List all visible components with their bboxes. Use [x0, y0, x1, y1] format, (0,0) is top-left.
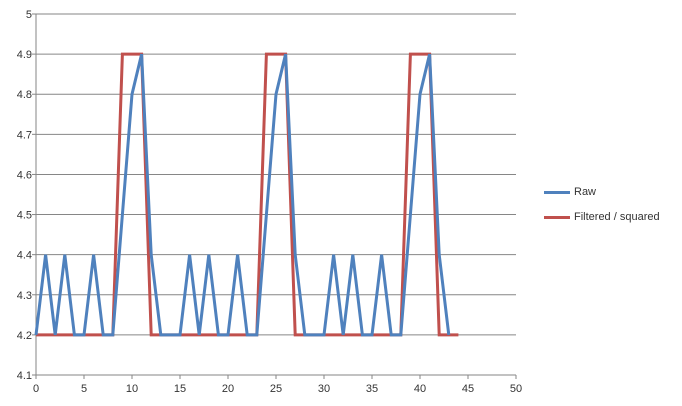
y-tick-label: 4.5 [17, 210, 32, 222]
x-tick-label: 0 [33, 383, 39, 395]
y-tick-label: 4.1 [17, 370, 32, 382]
legend-swatch-raw [544, 190, 570, 194]
y-tick-label: 4.6 [17, 169, 32, 181]
x-tick-label: 15 [174, 383, 186, 395]
x-tick-label: 40 [414, 383, 426, 395]
legend-label-raw: Raw [574, 186, 597, 198]
tick-labels: 4.14.24.34.44.54.64.74.84.950 5 10 15 20 25 30… [17, 9, 522, 395]
axes [32, 13, 517, 379]
y-tick-label: 4.9 [17, 49, 32, 61]
y-tick-label: 4.3 [17, 290, 32, 302]
x-tick-label: 20 [222, 383, 234, 395]
legend: Raw Filtered / squared [544, 182, 679, 232]
legend-label-filtered: Filtered / squared [574, 211, 660, 223]
series-lines [34, 52, 459, 337]
y-tick-label: 5 [26, 9, 32, 21]
legend-item-filtered: Filtered / squared [544, 207, 679, 227]
x-tick-label: 35 [366, 383, 378, 395]
legend-item-raw: Raw [544, 182, 679, 202]
x-tick-label: 10 [126, 383, 138, 395]
x-tick-label: 25 [270, 383, 282, 395]
x-tick-label: 50 [510, 383, 522, 395]
x-tick-label: 5 [81, 383, 87, 395]
y-tick-label: 4.8 [17, 89, 32, 101]
x-tick-label: 30 [318, 383, 330, 395]
y-tick-label: 4.7 [17, 129, 32, 141]
y-tick-label: 4.4 [17, 250, 32, 262]
x-tick-label: 45 [462, 383, 474, 395]
y-tick-label: 4.2 [17, 330, 32, 342]
series-line-raw [34, 53, 451, 337]
legend-swatch-filtered [544, 215, 570, 219]
